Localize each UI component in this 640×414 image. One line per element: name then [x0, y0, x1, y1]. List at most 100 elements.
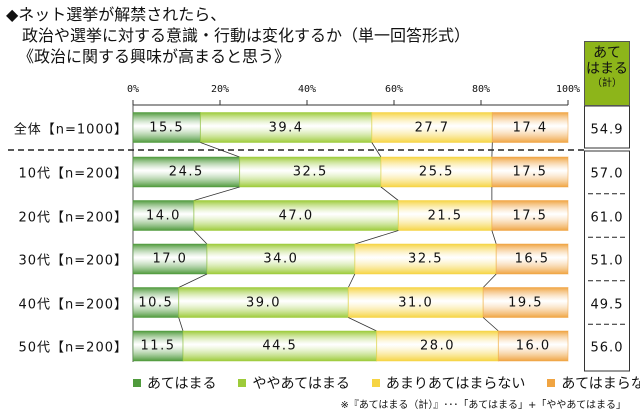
total-value: 54.9 [590, 122, 624, 137]
bar-segment [496, 244, 568, 274]
data-label: 17.5 [512, 208, 548, 223]
bar-segment-edge [491, 200, 569, 231]
bar-segment-edge [495, 243, 569, 275]
bar-segment [492, 112, 568, 143]
data-label: 32.5 [292, 164, 328, 180]
total-value: 57.0 [590, 166, 624, 182]
legend-item: あまりあてはまらない [371, 373, 526, 393]
legend: あてはまる ややあてはまる あまりあてはまらない あてはまらない [133, 373, 640, 393]
bar-segment [380, 157, 492, 187]
legend-label: あてはまらない [561, 376, 640, 392]
bar-segment [354, 244, 497, 274]
category-label: 50代【n=200】 [18, 340, 128, 356]
category-label: 10代【n=200】 [18, 166, 128, 182]
bar-segment-edge [497, 330, 569, 362]
bar-segment [348, 287, 484, 318]
legend-item: あてはまらない [547, 373, 640, 393]
category-label: 20代【n=200】 [18, 210, 128, 225]
data-label: 32.5 [408, 251, 444, 267]
data-label: 11.5 [140, 338, 176, 354]
connector-line [482, 273, 497, 288]
bar-segment [193, 200, 399, 231]
bar-segment [133, 157, 240, 187]
connector-line [380, 186, 399, 201]
connector-line [491, 230, 497, 245]
legend-item: あてはまる [133, 373, 216, 393]
x-tick-label: 40% [297, 84, 317, 95]
bar-segment [133, 112, 201, 143]
bar-segment [239, 157, 381, 187]
data-label: 31.0 [398, 295, 434, 310]
bar-segment [133, 244, 207, 274]
data-label: 25.5 [418, 164, 454, 180]
legend-swatch [238, 379, 247, 387]
data-label: 17.4 [512, 120, 548, 135]
connector-line [178, 273, 208, 288]
bar-segment-edge [491, 156, 569, 188]
chart-title-line2: 政治や選挙に対する意識・行動は変化するか（単一回答形式） [22, 26, 471, 45]
bar-segment [183, 331, 377, 361]
bar-segment [178, 287, 349, 318]
legend-item: ややあてはまる [238, 373, 350, 393]
x-tick-label: 80% [471, 84, 491, 95]
data-label: 14.0 [145, 208, 181, 223]
bar-segment [483, 287, 568, 318]
data-label: 16.0 [515, 338, 551, 354]
category-label: 全体【n=1000】 [13, 122, 128, 137]
bar-segment [133, 200, 194, 231]
total-header-line3: （計） [592, 78, 622, 89]
total-header-line2: はまる [586, 61, 628, 77]
legend-label: あまりあてはまらない [385, 376, 526, 392]
connector-line [347, 273, 356, 288]
category-label: 40代【n=200】 [18, 297, 128, 312]
bar-segment [133, 287, 179, 318]
legend-swatch [547, 379, 556, 387]
data-label: 39.0 [246, 295, 281, 310]
bar-segment [371, 112, 493, 143]
total-value: 51.0 [590, 253, 624, 269]
total-value: 56.0 [590, 340, 624, 356]
bar-segment [133, 331, 184, 361]
data-label: 17.0 [152, 251, 188, 267]
footnote: ※『あてはまる（計）』･･･「あてはまる」+「ややあてはまる」 [340, 400, 626, 411]
x-tick-label: 100% [555, 84, 581, 95]
data-label: 16.5 [514, 251, 550, 267]
bar-segment [200, 112, 372, 143]
connector-line [178, 317, 184, 332]
chart-title-line1: ◆ネット選挙が解禁されたら、 [6, 5, 227, 24]
total-value: 61.0 [590, 210, 624, 225]
data-label: 17.5 [512, 164, 548, 180]
x-tick-label: 20% [210, 84, 230, 95]
total-value: 49.5 [590, 297, 624, 312]
data-label: 24.5 [168, 164, 204, 180]
bar-segment [491, 200, 568, 231]
legend-label: ややあてはまる [252, 376, 350, 392]
total-header-line1: あて [593, 45, 621, 61]
data-label: 21.5 [427, 208, 463, 223]
connector-line [193, 186, 240, 201]
legend-swatch [133, 379, 141, 387]
data-label: 15.5 [149, 120, 185, 135]
data-label: 10.5 [138, 295, 174, 310]
legend-label: あてはまる [147, 376, 217, 392]
bar-segment-edge [482, 287, 569, 318]
data-label: 44.5 [262, 338, 298, 354]
category-label: 30代【n=200】 [18, 253, 128, 269]
x-tick-label: 60% [384, 84, 404, 95]
data-label: 19.5 [508, 295, 544, 310]
connector-line [200, 142, 240, 158]
total-column-header: あて はまる （計） [584, 41, 630, 106]
data-label: 47.0 [278, 208, 314, 223]
bar-segment-edge [491, 112, 569, 143]
connector-line [482, 317, 499, 332]
total-box-overall [584, 105, 630, 149]
data-label: 28.0 [420, 338, 455, 354]
data-label: 34.0 [263, 251, 299, 267]
chart-subtitle: 《政治に関する興味が高まると思う》 [18, 47, 291, 66]
connector-line [193, 230, 208, 245]
bar-segment [206, 244, 355, 274]
data-label: 27.7 [414, 120, 450, 135]
bar-segment [398, 200, 492, 231]
